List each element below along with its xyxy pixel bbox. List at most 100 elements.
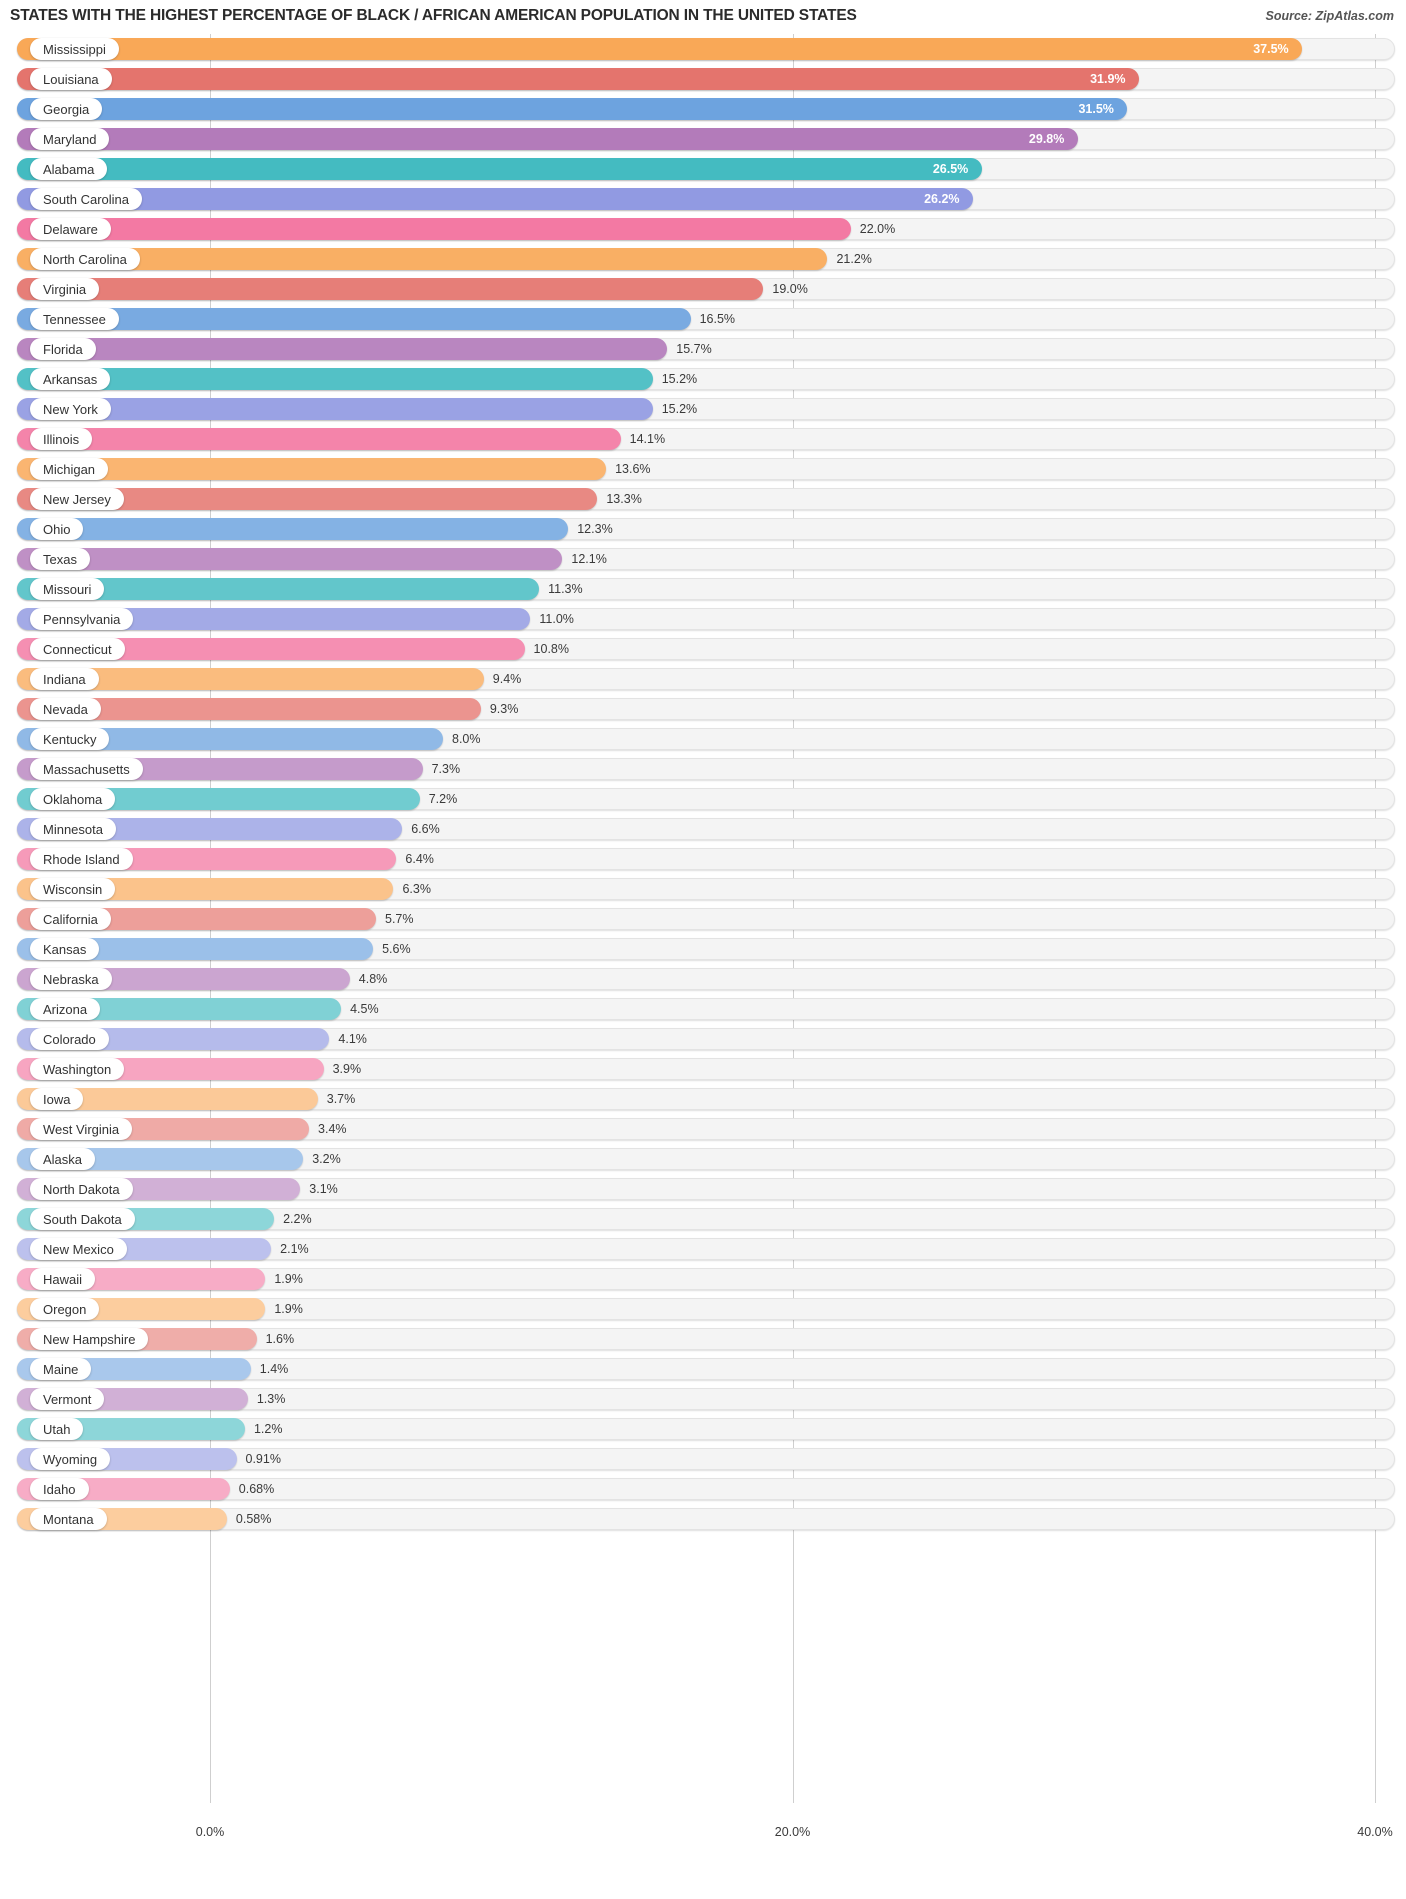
bar-row: Montana 0.58% (0, 1504, 1406, 1534)
category-pill[interactable]: Illinois (30, 428, 93, 450)
bar[interactable] (17, 98, 1128, 120)
category-pill[interactable]: Nevada (30, 698, 101, 720)
category-pill[interactable]: Texas (30, 548, 90, 570)
category-pill[interactable]: Massachusetts (30, 758, 143, 780)
bar-value-label: 4.1% (338, 1031, 367, 1046)
bar[interactable] (17, 518, 569, 540)
bar[interactable] (17, 788, 420, 810)
category-pill[interactable]: New Hampshire (30, 1328, 149, 1350)
category-pill[interactable]: Rhode Island (30, 848, 133, 870)
bar[interactable] (17, 728, 443, 750)
category-pill[interactable]: North Dakota (30, 1178, 133, 1200)
category-label: Hawaii (43, 1271, 83, 1287)
bar[interactable] (17, 38, 1303, 60)
bar[interactable] (17, 608, 531, 630)
category-pill[interactable]: South Dakota (30, 1208, 135, 1230)
bar[interactable] (17, 548, 563, 570)
category-pill[interactable]: Kentucky (30, 728, 110, 750)
bar[interactable] (17, 128, 1078, 150)
bar[interactable] (17, 248, 828, 270)
category-pill[interactable]: Delaware (30, 218, 111, 240)
category-pill[interactable]: Wisconsin (30, 878, 116, 900)
category-pill[interactable]: Connecticut (30, 638, 125, 660)
category-pill[interactable]: Maine (30, 1358, 92, 1380)
bar-value-label: 9.4% (492, 671, 522, 686)
chart-header: STATES WITH THE HIGHEST PERCENTAGE OF BL… (0, 0, 1406, 34)
bar[interactable] (17, 68, 1140, 90)
bar-row: California 5.7% (0, 904, 1406, 934)
bar-row: Maryland 29.8% (0, 124, 1406, 154)
category-pill[interactable]: New Mexico (30, 1238, 127, 1260)
category-label: Kansas (43, 941, 87, 957)
bar-value-label: 0.91% (245, 1451, 281, 1466)
bar[interactable] (17, 158, 982, 180)
category-pill[interactable]: Nebraska (30, 968, 112, 990)
category-pill[interactable]: South Carolina (30, 188, 142, 210)
category-pill[interactable]: Alabama (30, 158, 108, 180)
category-pill[interactable]: Idaho (30, 1478, 89, 1500)
bar[interactable] (17, 188, 974, 210)
bar[interactable] (17, 938, 374, 960)
category-pill[interactable]: Hawaii (30, 1268, 96, 1290)
category-pill[interactable]: North Carolina (30, 248, 140, 270)
category-pill[interactable]: Washington (30, 1058, 125, 1080)
category-pill[interactable]: New York (30, 398, 111, 420)
category-label: Idaho (43, 1481, 76, 1497)
category-pill[interactable]: California (30, 908, 111, 930)
category-pill[interactable]: Iowa (30, 1088, 84, 1110)
category-pill[interactable]: Minnesota (30, 818, 116, 840)
category-pill[interactable]: Colorado (30, 1028, 109, 1050)
bar[interactable] (17, 338, 668, 360)
category-pill[interactable]: Tennessee (30, 308, 119, 330)
category-pill[interactable]: Wyoming (30, 1448, 111, 1470)
bar-row: Vermont 1.3% (0, 1384, 1406, 1414)
bar[interactable] (17, 458, 607, 480)
category-pill[interactable]: Georgia (30, 98, 103, 120)
bar[interactable] (17, 368, 653, 390)
bar-row: Wyoming 0.91% (0, 1444, 1406, 1474)
bar[interactable] (17, 308, 691, 330)
category-pill[interactable]: Michigan (30, 458, 109, 480)
category-pill[interactable]: New Jersey (30, 488, 124, 510)
category-pill[interactable]: Louisiana (30, 68, 112, 90)
bar[interactable] (17, 1088, 318, 1110)
bar-value-label: 6.6% (411, 821, 440, 836)
category-pill[interactable]: Oregon (30, 1298, 100, 1320)
category-label: South Carolina (43, 191, 129, 207)
bar-value-label: 6.3% (402, 881, 431, 896)
source-attribution: Source: ZipAtlas.com (1265, 9, 1395, 23)
category-label: Mississippi (43, 41, 106, 57)
category-pill[interactable]: Vermont (30, 1388, 105, 1410)
category-pill[interactable]: Arkansas (30, 368, 111, 390)
bar-row: Virginia 19.0% (0, 274, 1406, 304)
bar[interactable] (17, 698, 481, 720)
bar[interactable] (17, 578, 540, 600)
category-pill[interactable]: West Virginia (30, 1118, 133, 1140)
category-pill[interactable]: Florida (30, 338, 96, 360)
bar[interactable] (17, 668, 484, 690)
bar[interactable] (17, 278, 764, 300)
category-pill[interactable]: Virginia (30, 278, 100, 300)
category-pill[interactable]: Missouri (30, 578, 105, 600)
category-pill[interactable]: Alaska (30, 1148, 96, 1170)
category-pill[interactable]: Ohio (30, 518, 84, 540)
category-pill[interactable]: Oklahoma (30, 788, 116, 810)
category-pill[interactable]: Utah (30, 1418, 84, 1440)
bar-row: New Hampshire 1.6% (0, 1324, 1406, 1354)
category-pill[interactable]: Maryland (30, 128, 110, 150)
bar[interactable] (17, 398, 653, 420)
bar-row: Illinois 14.1% (0, 424, 1406, 454)
category-pill[interactable]: Mississippi (30, 38, 119, 60)
category-pill[interactable]: Pennsylvania (30, 608, 134, 630)
category-pill[interactable]: Arizona (30, 998, 101, 1020)
category-pill[interactable]: Kansas (30, 938, 100, 960)
category-pill[interactable]: Montana (30, 1508, 107, 1530)
bar[interactable] (17, 428, 621, 450)
page-title: STATES WITH THE HIGHEST PERCENTAGE OF BL… (10, 7, 857, 24)
bar[interactable] (17, 638, 525, 660)
bar-row: Alaska 3.2% (0, 1144, 1406, 1174)
bar-value-label: 9.3% (489, 701, 519, 716)
bar[interactable] (17, 218, 851, 240)
category-pill[interactable]: Indiana (30, 668, 99, 690)
bar[interactable] (17, 488, 598, 510)
